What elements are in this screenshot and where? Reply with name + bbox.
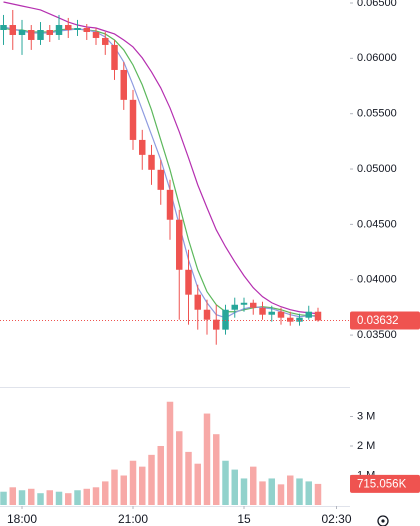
candle-body [194,294,201,310]
moving-average-line [3,1,319,315]
y-tick-label: 0.05000 [357,163,397,175]
candle-body [314,311,322,321]
volume-bar [231,469,238,505]
price-pane [0,1,322,345]
volume-bar [102,481,109,505]
candle-body [259,307,266,315]
volume-bar [194,463,201,505]
volume-bar [259,481,266,505]
volume-bar [55,491,63,505]
candle-body [74,28,81,30]
y-tick-label: 0.04500 [357,218,397,230]
candle-body [250,302,257,308]
candle-body [222,309,229,330]
volume-bar [74,490,81,505]
candle-body [139,139,146,155]
candle-body [83,28,90,32]
candle-body [18,29,26,35]
settings-gear[interactable] [377,515,389,526]
volume-bar [148,454,155,505]
x-tick-label: 15 [237,512,251,526]
volume-bar [185,451,192,505]
candle-body [28,29,35,40]
volume-bar [305,481,312,505]
candle-body [0,25,7,30]
settings-icon[interactable] [377,515,389,526]
volume-bar [240,478,248,505]
last-volume-box [350,474,420,493]
volume-bar [314,483,322,505]
volume-bar [111,469,118,505]
candle-body [37,29,44,40]
candle-body [296,317,303,322]
settings-gear-center[interactable] [381,519,385,523]
candle-body [268,311,275,315]
volume-bar [129,460,137,505]
y-tick-label: 0.03500 [357,329,397,341]
y-tick-label: 0.06000 [357,52,397,64]
y-tick-label: 0.04000 [357,274,397,286]
last-price-box [350,311,420,330]
volume-bar [157,445,164,505]
volume-bar [287,475,294,505]
volume-bar [222,460,229,505]
candle-body [166,189,174,220]
candle-body [240,302,248,305]
candle-body [176,219,183,270]
volume-bar [0,491,7,505]
candle-body [213,319,220,330]
y-tick-label: 0.05500 [357,108,397,120]
candle-body [120,69,127,100]
candle-body [92,31,100,38]
last-price-label: 0.03632 [357,315,399,327]
volume-bar [28,488,35,505]
candle-body [55,25,63,35]
candle-body [185,269,192,295]
candle-body [65,25,72,30]
x-tick-label: 18:00 [7,512,37,526]
candle-body [102,37,109,45]
volume-bar [139,466,146,505]
volume-bar [277,484,285,505]
volume-bar [250,466,257,505]
candle-body [287,317,294,322]
volume-bar [9,487,17,505]
volume-bar [18,490,26,505]
volume-y-tick-label: 3 M [357,410,375,422]
volume-pane [0,401,322,505]
candle-body [111,44,118,70]
volume-bar [92,487,100,505]
candle-body [231,304,238,310]
candle-body [305,311,312,318]
candle-body [157,169,164,190]
last-volume-label: 715.056K [357,478,407,490]
candle-body [9,25,17,35]
candle-body [46,29,53,35]
volume-bar [46,490,53,505]
volume-bar [268,478,275,505]
candle-body [148,154,155,170]
volume-bar [213,434,220,505]
volume-bar [65,493,72,505]
volume-y-tick-label: 2 M [357,440,375,452]
volume-bar [203,413,211,505]
candle-body [203,309,211,320]
y-tick-label: 0.06500 [357,0,397,9]
volume-bar [83,488,90,505]
x-tick-label: 21:00 [118,512,148,526]
candle-body [129,99,137,140]
volume-bar [176,431,183,505]
volume-bar [37,493,44,505]
x-tick-label: 02:30 [321,512,351,526]
volume-bar [296,478,303,505]
candle-body [277,311,285,318]
volume-bar [120,475,127,505]
volume-bar [166,401,174,505]
